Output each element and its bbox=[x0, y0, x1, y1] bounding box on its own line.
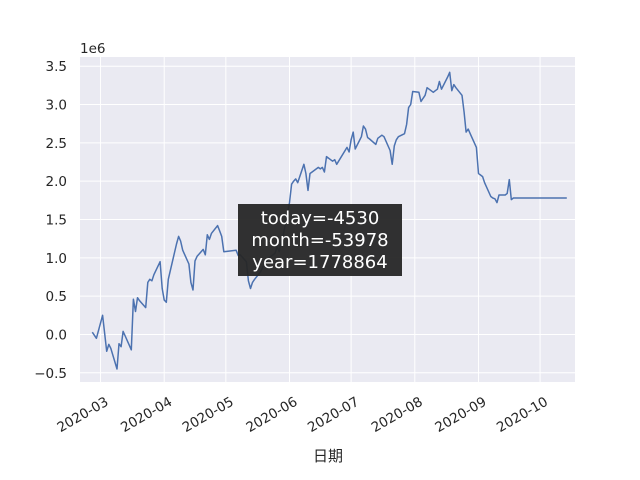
x-tick-label: 2020-03 bbox=[54, 394, 111, 436]
info-box: today=-4530 month=-53978 year=1778864 bbox=[238, 204, 402, 276]
x-tick-label: 2020-08 bbox=[369, 394, 426, 436]
x-tick-label: 2020-05 bbox=[180, 394, 237, 436]
info-box-background bbox=[238, 204, 402, 276]
x-tick-label: 2020-10 bbox=[494, 394, 551, 436]
x-tick-label: 2020-06 bbox=[243, 394, 300, 436]
y-tick-labels: −0.5 0.0 0.5 1.0 1.5 2.0 2.5 3.0 3.5 bbox=[34, 59, 67, 382]
grid bbox=[80, 57, 575, 382]
y-tick-label: 1.0 bbox=[46, 251, 67, 267]
series-line bbox=[91, 71, 567, 370]
x-axis-label: 日期 bbox=[313, 447, 343, 465]
y-tick-label: 3.0 bbox=[46, 98, 67, 114]
info-month: month=-53978 bbox=[251, 230, 388, 251]
x-tick-label: 2020-09 bbox=[432, 394, 489, 436]
y-tick-label: 2.0 bbox=[46, 174, 67, 190]
y-offset-label: 1e6 bbox=[80, 41, 105, 57]
y-tick-label: 0.5 bbox=[46, 289, 67, 305]
info-today: today=-4530 bbox=[261, 208, 380, 229]
y-tick-label: 2.5 bbox=[46, 136, 67, 152]
y-tick-label: 0.0 bbox=[46, 327, 67, 343]
x-tick-label: 2020-07 bbox=[305, 394, 362, 436]
y-tick-label: 3.5 bbox=[46, 59, 67, 75]
y-tick-label: −0.5 bbox=[34, 366, 67, 382]
y-tick-label: 1.5 bbox=[46, 213, 67, 229]
info-year: year=1778864 bbox=[252, 252, 387, 273]
x-tick-label: 2020-04 bbox=[118, 394, 175, 436]
x-tick-labels: 2020-03 2020-04 2020-05 2020-06 2020-07 2020-… bbox=[54, 394, 550, 436]
series-layer bbox=[91, 71, 567, 370]
